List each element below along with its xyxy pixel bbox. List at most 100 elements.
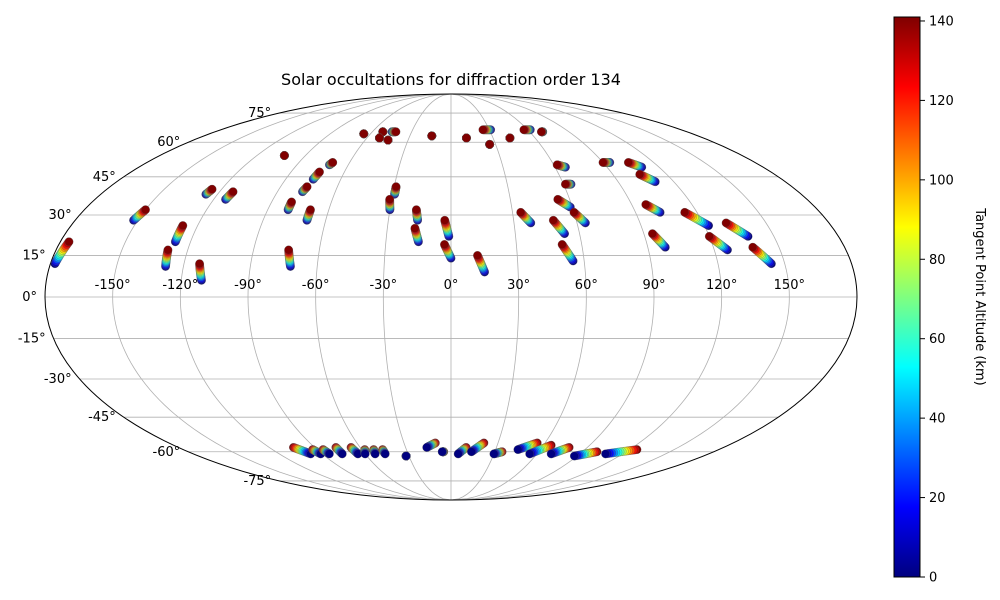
occultation-point [704,232,714,241]
colorbar-gradient [893,16,921,578]
occultation-points [50,125,776,461]
occultation-point [385,195,395,204]
lon-tick-label: -150° [95,278,131,293]
colorbar-tick-label: 80 [929,253,946,268]
occultation-point [440,215,450,225]
occultation-point [553,195,563,204]
occultation-point [427,131,437,141]
map-grid [45,94,857,500]
occultation-point [207,184,217,194]
occultation-point [410,223,420,233]
lon-tick-label: 120° [706,278,737,293]
occultation-point [328,158,338,167]
colorbar-ticks: 0 20 40 60 80 100 120 140 [920,14,954,586]
occultation-point [648,229,657,239]
occultation-point [478,125,488,135]
colorbar-tick-label: 60 [929,332,946,347]
occultation-point [635,170,645,179]
occultation-point [473,251,482,260]
lon-tick-label: -90° [234,278,262,293]
lat-tick-label: -15° [18,332,46,347]
occultation-point [391,127,401,137]
lon-tick-label: 150° [774,278,805,293]
map-boundary [44,93,858,501]
occultation-point [422,443,432,452]
colorbar-tick-label: 140 [929,14,954,29]
occultation-point [178,221,188,230]
occultation-point [370,449,380,459]
occultation-point [360,449,370,459]
occultation-point [324,449,334,459]
occultation-point [548,215,558,225]
lat-tick-label: -75° [243,474,271,489]
occultation-point [462,133,471,143]
occultation-point [302,182,312,192]
occultation-point [525,449,535,459]
lon-tick-label: 0° [444,278,459,293]
occultation-point [680,208,690,217]
occultation-point [284,245,293,255]
occultation-point [440,240,449,249]
lon-tick-label: -120° [162,278,198,293]
lat-tick-label: 60° [157,135,180,150]
occultation-point [519,125,529,135]
occultation-point [485,140,495,149]
occultation-point [601,449,610,459]
occultation-point [569,208,579,217]
occultation-point [64,237,74,247]
occultation-point [412,205,421,215]
occultation-point [552,160,562,170]
occultation-point [375,133,384,143]
lat-tick-label: -30° [44,372,72,387]
colorbar: 0 20 40 60 80 100 120 140 Tangent Point Altitud… [893,14,987,586]
colorbar-tick-label: 100 [929,173,954,188]
occultation-point [437,447,447,457]
lat-tick-label: 15° [23,248,46,263]
lon-tick-label: 60° [575,278,598,293]
occultation-point [516,208,526,217]
occultation-point [546,449,556,459]
colorbar-tick-label: 0 [929,571,937,586]
occultation-point [641,200,651,209]
occultation-point [557,240,567,249]
occultation-point [467,447,476,457]
occultation-point [453,449,463,459]
occultation-point [315,167,324,177]
occultation-point [280,151,289,160]
occultation-point [513,445,523,454]
occultation-point [748,242,758,252]
occultation-point [306,205,315,215]
occultation-point [561,179,570,189]
occultation-point [505,133,515,143]
lon-tick-label: -60° [302,278,330,293]
lat-tick-label: 45° [93,170,116,185]
occultation-point [624,158,633,167]
colorbar-label: Tangent Point Altitude (km) [972,207,987,385]
occultation-point [141,205,150,215]
occultation-point [163,245,173,255]
occultation-point [391,182,401,192]
occultation-point [195,259,204,269]
occultation-point [598,158,608,167]
chart-title: Solar occultations for diffraction order… [281,70,621,89]
lat-tick-label: -60° [153,445,181,460]
occultation-point [401,451,411,461]
occultation-point [489,449,499,459]
lon-tick-label: -30° [369,278,397,293]
lat-tick-label: 30° [49,208,72,223]
lat-tick-label: 0° [22,290,37,305]
colorbar-tick-label: 40 [929,412,946,427]
lat-tick-label: -45° [88,410,116,425]
colorbar-tick-label: 120 [929,94,954,109]
occultation-point [337,449,347,459]
axis-tick-labels: -150° -120° -90° -60° -30° 0° 30° 60° 90° 120° 150… [18,106,805,489]
occultation-point [721,218,731,228]
occultation-point [383,135,393,145]
occultation-point [287,197,296,207]
colorbar-tick-label: 20 [929,491,946,506]
occultation-point [537,127,546,137]
occultation-point [359,129,369,139]
occultation-point [570,451,579,461]
occultation-point [380,449,390,459]
